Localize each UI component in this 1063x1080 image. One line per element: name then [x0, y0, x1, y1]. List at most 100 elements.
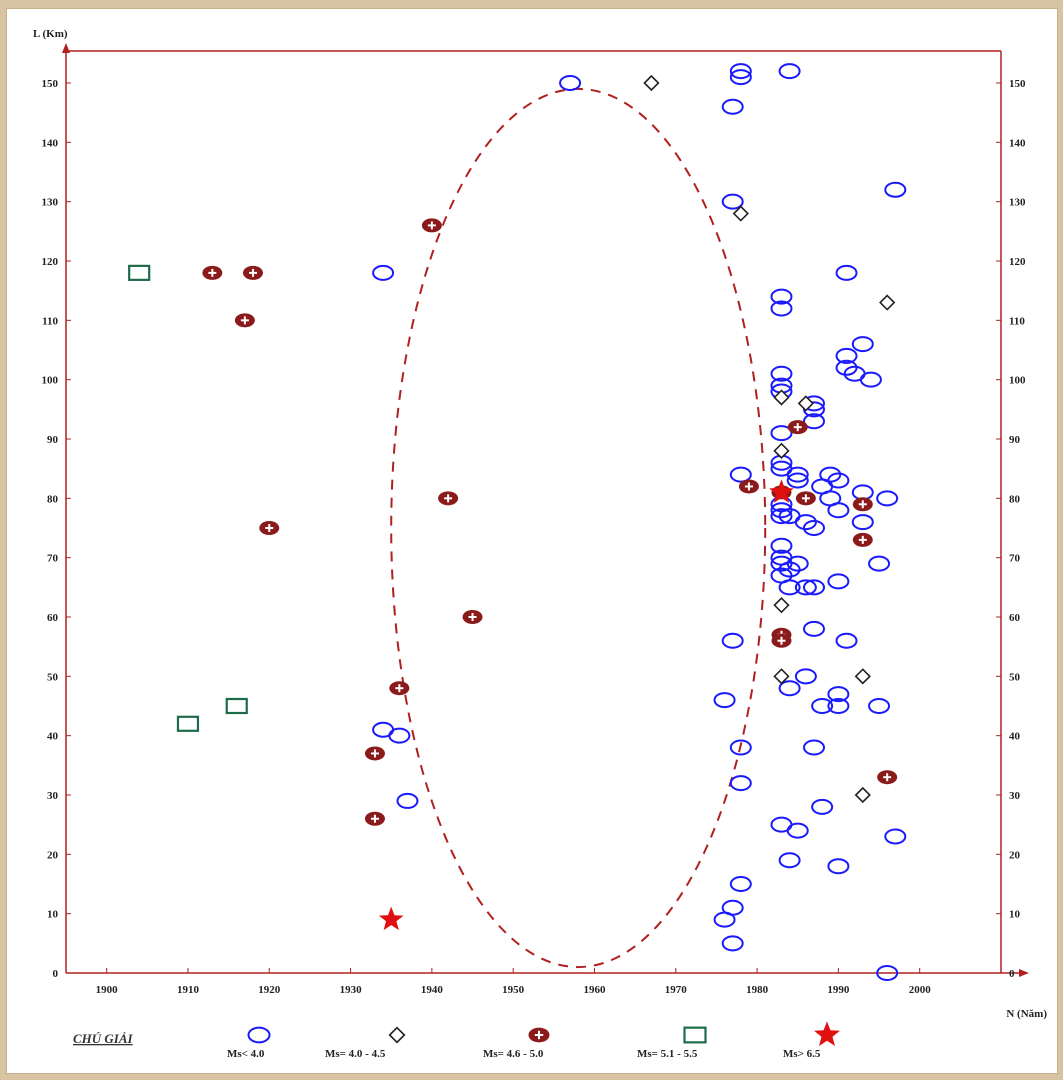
data-point-circle: [851, 336, 874, 353]
data-point-circle: [803, 620, 825, 637]
y-tick-label-right: 130: [1009, 197, 1026, 209]
data-point-circle: [786, 472, 809, 489]
chart-frame: 0 0 10 10 20 20 30 30 40 40 50 50 60 60 70 70 80 80 90 90 10…: [6, 8, 1058, 1074]
legend-label: Ms< 4.0: [227, 1048, 265, 1060]
y-tick-label-right: 140: [1009, 137, 1026, 149]
data-point-circle: [876, 490, 899, 507]
data-point-circle: [868, 698, 891, 714]
data-point-circle: [729, 63, 752, 80]
x-axis-title: N (Năm): [1006, 1008, 1047, 1020]
legend-label: Ms= 4.0 - 4.5: [325, 1048, 386, 1060]
x-tick-label: 1990: [827, 984, 850, 996]
legend-marker-star: [814, 1021, 840, 1046]
y-tick-label: 100: [42, 375, 59, 387]
data-point-circle: [794, 668, 817, 685]
legend-title: CHÚ GIẢI: [73, 1031, 134, 1046]
data-point-circle: [827, 573, 850, 590]
data-point-circle: [859, 371, 882, 388]
data-point-circle: [770, 508, 793, 525]
series-diamond: [643, 74, 896, 804]
data-point-diamond: [854, 668, 871, 685]
y-tick-label: 0: [53, 968, 59, 980]
legend-item: Ms= 5.1 - 5.5: [637, 1026, 707, 1060]
legend-label: Ms= 4.6 - 5.0: [483, 1048, 544, 1060]
y-tick-label-right: 60: [1009, 612, 1021, 624]
y-tick-label: 110: [42, 315, 58, 327]
data-point-circle: [729, 69, 752, 86]
data-point-diamond: [643, 74, 660, 92]
data-point-circle: [835, 632, 858, 649]
data-point-circle: [835, 264, 858, 281]
y-tick-label: 40: [47, 731, 59, 743]
data-point-diamond: [773, 597, 790, 614]
series-circle: [372, 63, 907, 981]
y-tick-label: 70: [47, 553, 59, 565]
legend-label: Ms= 5.1 - 5.5: [637, 1048, 698, 1060]
series-square: [128, 264, 248, 732]
data-point-circle: [827, 502, 850, 519]
legend-label: Ms> 6.5: [783, 1048, 821, 1060]
y-tick-label: 10: [47, 909, 59, 921]
legend-marker-square: [683, 1026, 707, 1044]
data-point-circle: [778, 680, 801, 697]
data-points: [128, 63, 907, 981]
x-tick-label: 1940: [421, 984, 444, 996]
data-point-circle: [794, 579, 817, 596]
data-point-circle: [851, 514, 874, 531]
data-point-circle: [786, 822, 809, 839]
legend-marker-diamond: [388, 1026, 406, 1044]
data-point-circle: [729, 775, 752, 792]
cluster-ellipse: [390, 87, 767, 969]
data-point-circle: [803, 579, 825, 596]
legend-item: Ms= 4.6 - 5.0: [483, 1027, 550, 1060]
data-point-diamond: [773, 442, 790, 459]
y-tick-label-right: 0: [1009, 968, 1015, 980]
data-point-circle: [827, 686, 850, 703]
y-tick-label: 140: [42, 137, 59, 149]
data-point-circle: [778, 579, 801, 596]
data-point-circle: [721, 193, 744, 210]
y-tick-label-right: 40: [1009, 731, 1021, 743]
y-tick-label-right: 110: [1009, 315, 1025, 327]
y-tick-label: 90: [47, 434, 59, 446]
y-tick-label-right: 90: [1009, 434, 1021, 446]
data-point-square: [128, 264, 151, 281]
data-point-circle: [729, 876, 752, 892]
data-point-circle: [729, 466, 752, 483]
data-point-circle: [770, 425, 793, 442]
data-point-circle: [770, 365, 793, 382]
data-point-circle: [876, 965, 899, 981]
legend-item: Ms= 4.0 - 4.5: [325, 1026, 406, 1060]
y-tick-label-right: 50: [1009, 671, 1021, 683]
cluster-ellipse-layer: [390, 87, 767, 969]
data-point-square: [176, 715, 200, 732]
data-point-circle: [721, 98, 744, 115]
legend: CHÚ GIẢI Ms< 4.0 Ms= 4.0 - 4.5 Ms= 4.6 - 5.…: [73, 1021, 840, 1060]
data-point-star: [769, 479, 794, 503]
data-point-diamond: [773, 668, 790, 685]
data-point-circle: [827, 698, 850, 714]
y-tick-label: 130: [42, 197, 59, 209]
data-point-circle: [803, 739, 825, 756]
data-point-circle: [729, 739, 752, 756]
data-point-circle: [778, 561, 801, 578]
x-tick-label: 1910: [177, 984, 200, 996]
x-tick-label: 1970: [665, 984, 688, 996]
data-point-circle: [388, 727, 411, 744]
x-tick-label: 1900: [96, 984, 119, 996]
data-point-star: [378, 906, 404, 931]
data-point-circle: [372, 264, 395, 281]
legend-item: Ms< 4.0: [227, 1026, 271, 1060]
y-tick-label-right: 100: [1009, 375, 1026, 387]
y-axis-arrow: [62, 43, 70, 53]
y-tick-label-right: 10: [1009, 909, 1021, 921]
series-plus: [202, 218, 898, 826]
data-point-circle: [786, 466, 809, 483]
data-point-circle: [778, 852, 801, 869]
x-tick-label: 1980: [746, 984, 769, 996]
data-point-circle: [868, 555, 891, 572]
y-tick-label-right: 20: [1009, 849, 1021, 861]
data-point-circle: [770, 537, 793, 554]
legend-marker-circle: [247, 1026, 271, 1044]
data-point-circle: [827, 858, 850, 875]
